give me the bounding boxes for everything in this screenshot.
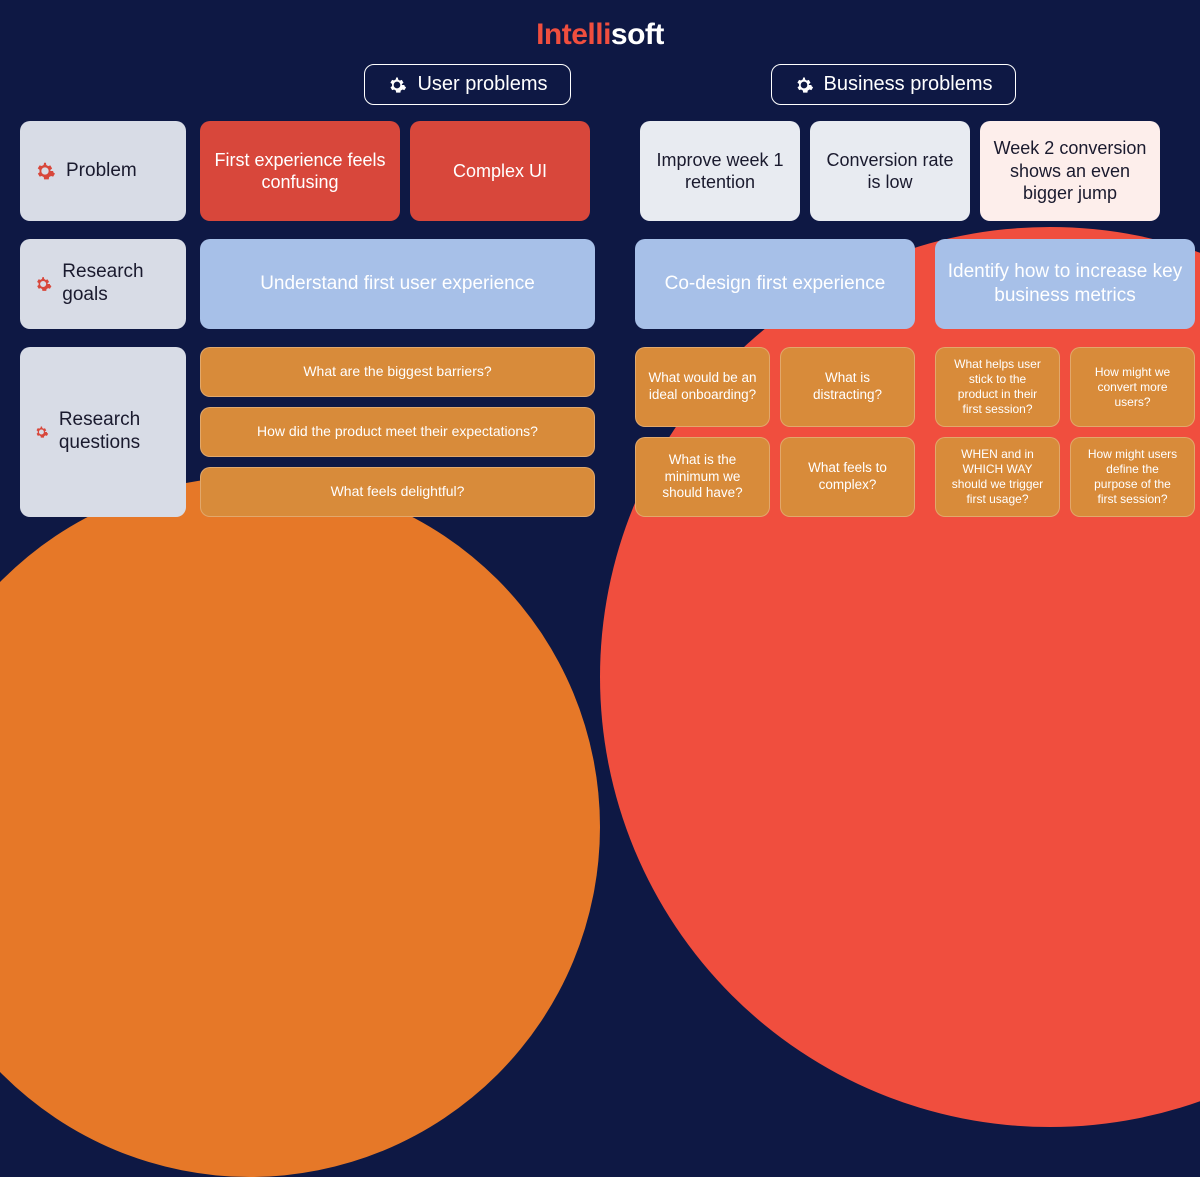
header-user-label: User problems bbox=[417, 73, 547, 96]
row-label-goals: Research goals bbox=[20, 239, 186, 329]
goal-card: Understand first user experience bbox=[200, 239, 595, 329]
problem-card: Week 2 conversion shows an even bigger j… bbox=[980, 121, 1160, 221]
question-card: What feels delightful? bbox=[200, 467, 595, 517]
column-headers: User problems Business problems bbox=[180, 64, 1200, 105]
problem-card: Improve week 1 retention bbox=[640, 121, 800, 221]
row-label-questions: Research questions bbox=[20, 347, 186, 517]
header-user-problems: User problems bbox=[364, 64, 570, 105]
row-label-text: Research goals bbox=[62, 261, 172, 307]
question-card: How might we convert more users? bbox=[1070, 347, 1195, 427]
problem-card: Conversion rate is low bbox=[810, 121, 970, 221]
gear-icon bbox=[34, 273, 52, 295]
question-col-2: What would be an ideal onboarding? What … bbox=[635, 347, 915, 517]
question-col-3: What helps user stick to the product in … bbox=[935, 347, 1195, 517]
brand-logo: Intellisoft bbox=[0, 0, 1200, 52]
background-blob-orange bbox=[0, 477, 600, 1177]
header-business-label: Business problems bbox=[824, 73, 993, 96]
gear-icon bbox=[34, 160, 56, 182]
question-card: What helps user stick to the product in … bbox=[935, 347, 1060, 427]
question-card: How did the product meet their expectati… bbox=[200, 407, 595, 457]
gear-icon bbox=[387, 75, 407, 95]
brand-part1: Intelli bbox=[536, 18, 611, 51]
question-col-1: What are the biggest barriers? How did t… bbox=[200, 347, 595, 517]
question-card: What is distracting? bbox=[780, 347, 915, 427]
question-card: What are the biggest barriers? bbox=[200, 347, 595, 397]
question-card: What would be an ideal onboarding? bbox=[635, 347, 770, 427]
questions-row: What are the biggest barriers? How did t… bbox=[200, 347, 1195, 517]
goals-row: Understand first user experience Co-desi… bbox=[200, 239, 1195, 329]
problem-card: Complex UI bbox=[410, 121, 590, 221]
brand-part2: soft bbox=[611, 18, 664, 51]
header-business-problems: Business problems bbox=[771, 64, 1016, 105]
matrix-grid: Problem First experience feels confusing… bbox=[0, 121, 1200, 517]
row-label-text: Research questions bbox=[59, 409, 172, 455]
gear-icon bbox=[794, 75, 814, 95]
question-card: WHEN and in WHICH WAY should we trigger … bbox=[935, 437, 1060, 517]
gear-icon bbox=[34, 421, 49, 443]
question-card: What is the minimum we should have? bbox=[635, 437, 770, 517]
problem-row: First experience feels confusing Complex… bbox=[200, 121, 1195, 221]
row-label-problem: Problem bbox=[20, 121, 186, 221]
question-card: What feels to complex? bbox=[780, 437, 915, 517]
goal-card: Identify how to increase key business me… bbox=[935, 239, 1195, 329]
goal-card: Co-design first experience bbox=[635, 239, 915, 329]
question-card: How might users define the purpose of th… bbox=[1070, 437, 1195, 517]
problem-card: First experience feels confusing bbox=[200, 121, 400, 221]
row-label-text: Problem bbox=[66, 160, 137, 183]
